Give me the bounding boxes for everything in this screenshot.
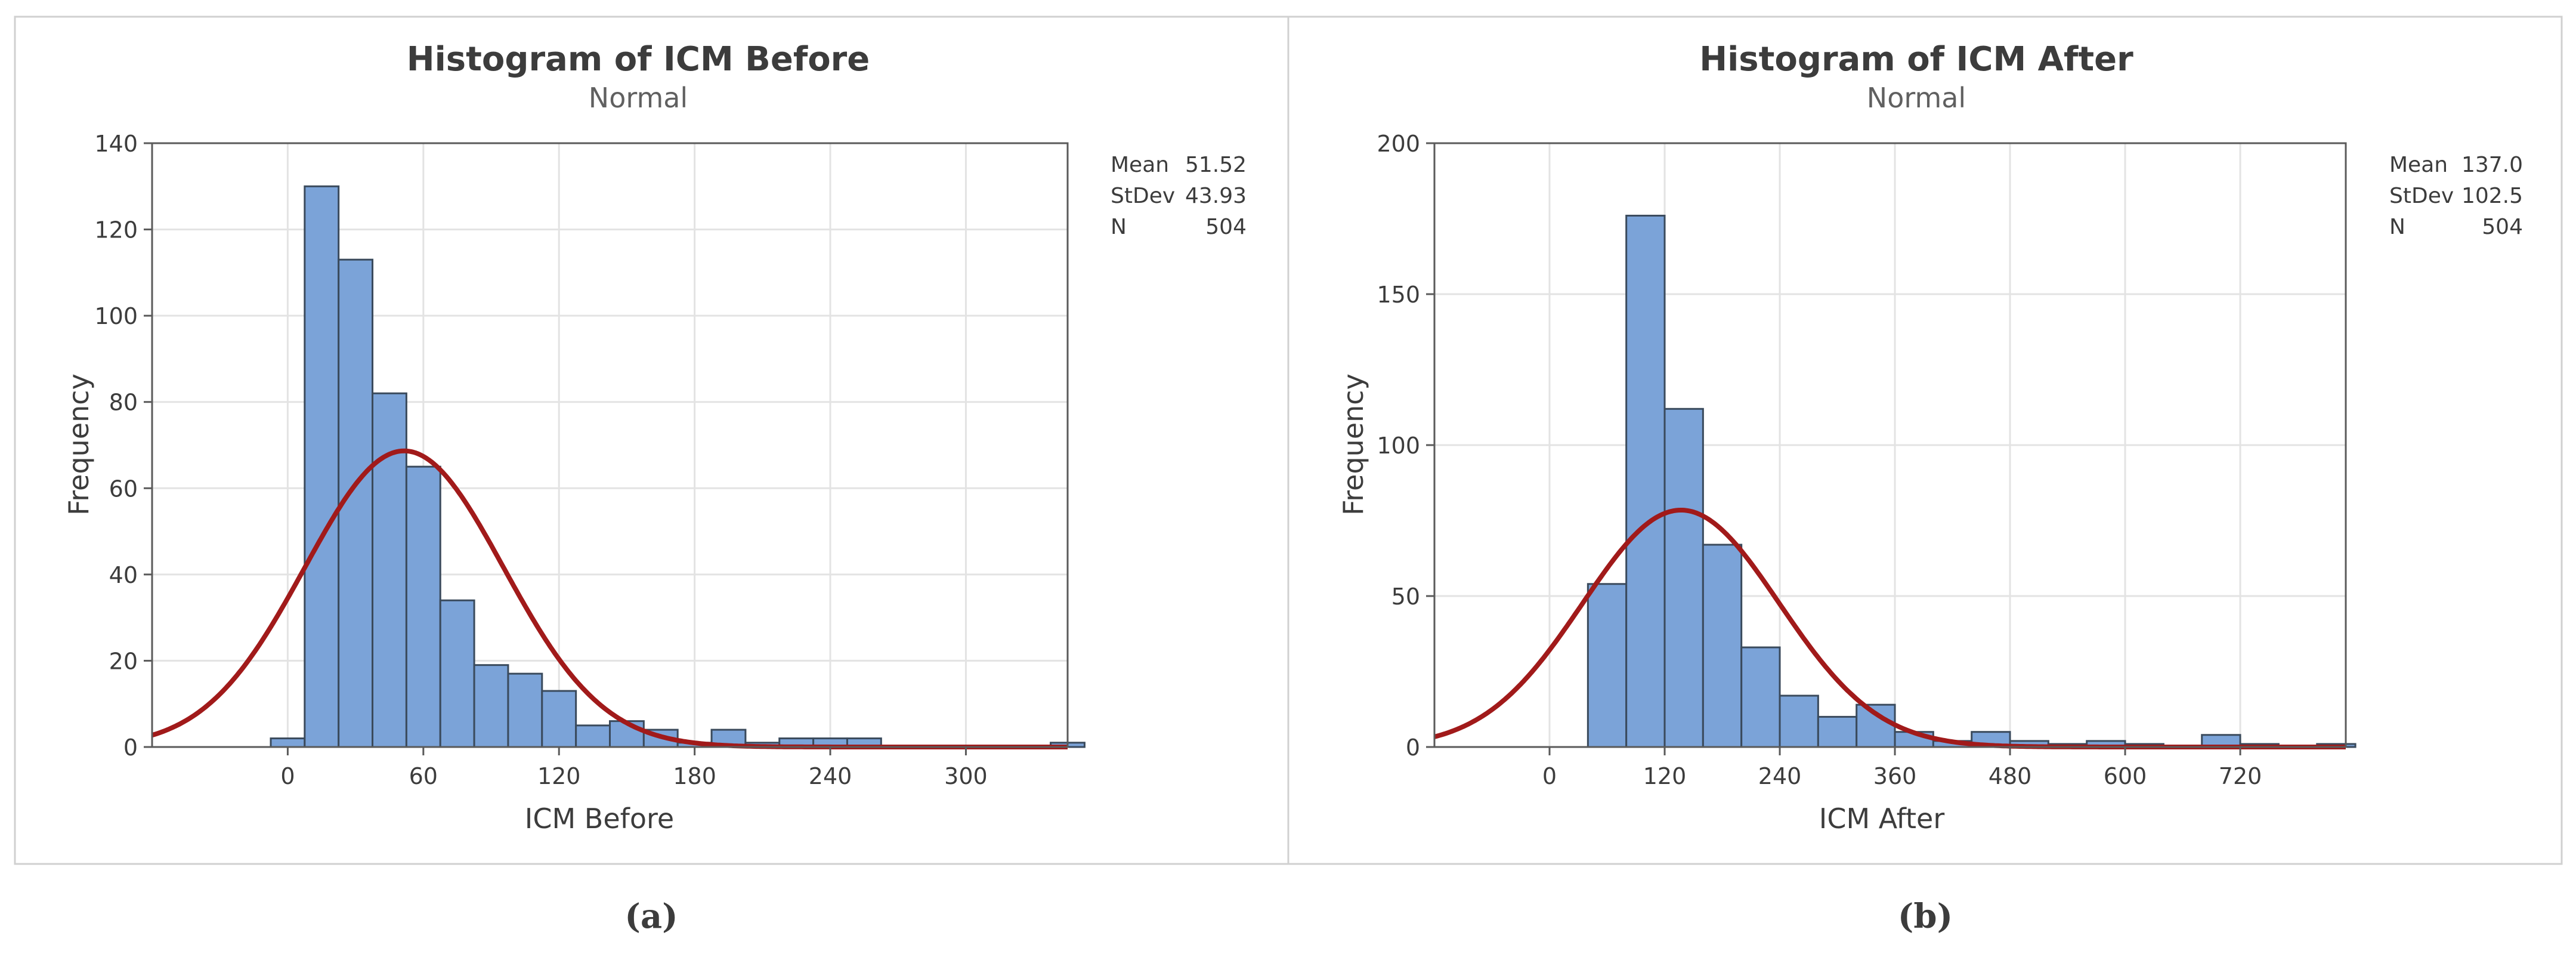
stat-label: N bbox=[2389, 215, 2405, 239]
stat-label: N bbox=[1111, 215, 1127, 239]
chart-subtitle: Normal bbox=[589, 82, 688, 114]
plot-area-b: 0 50 100 150 200 0 120 240 360 480 600 720 bbox=[1377, 131, 2357, 789]
caption-a: (a) bbox=[624, 897, 678, 936]
y-tick-label: 0 bbox=[1406, 734, 1420, 761]
y-tick-label: 140 bbox=[94, 131, 138, 157]
stat-value: 504 bbox=[2482, 215, 2523, 239]
x-axis-label: ICM Before bbox=[525, 802, 674, 835]
histogram-bar bbox=[1779, 694, 1819, 748]
y-tick-label: 0 bbox=[123, 734, 138, 761]
stat-value: 137.0 bbox=[2461, 153, 2523, 177]
histogram-bar bbox=[304, 185, 340, 748]
stat-label: StDev bbox=[1111, 184, 1175, 208]
histogram-bar bbox=[473, 664, 509, 748]
plot-frame bbox=[151, 142, 1069, 748]
stat-value: 504 bbox=[1205, 215, 1247, 239]
stat-label: StDev bbox=[2389, 184, 2454, 208]
x-tick-label: 240 bbox=[809, 763, 852, 789]
stat-label: Mean bbox=[1111, 153, 1169, 177]
x-tick-label: 240 bbox=[1758, 763, 1802, 789]
histogram-bar bbox=[405, 465, 441, 748]
histogram-bar bbox=[1663, 408, 1704, 748]
chart-subtitle: Normal bbox=[1867, 82, 1966, 114]
histogram-bar bbox=[270, 737, 306, 748]
histogram-bar bbox=[1702, 544, 1743, 748]
histogram-icm-before: Histogram of ICM Before Normal 0 20 40 60 80… bbox=[63, 40, 1247, 835]
histogram-bar bbox=[439, 599, 475, 748]
y-tick-label: 60 bbox=[109, 476, 138, 502]
stat-value: 43.93 bbox=[1185, 184, 1247, 208]
y-tick-label: 150 bbox=[1377, 282, 1420, 308]
stat-label: Mean bbox=[2389, 153, 2448, 177]
y-tick-label: 50 bbox=[1391, 584, 1420, 610]
x-tick-label: 0 bbox=[280, 763, 295, 789]
histogram-bar bbox=[575, 724, 611, 748]
y-axis-label: Frequency bbox=[1337, 373, 1369, 516]
histogram-bar bbox=[1625, 214, 1666, 748]
x-tick-label: 720 bbox=[2219, 763, 2262, 789]
panel-a-frame bbox=[14, 16, 1289, 865]
chart-title: Histogram of ICM Before bbox=[407, 40, 870, 79]
y-tick-label: 100 bbox=[94, 303, 138, 329]
y-axis-label: Frequency bbox=[63, 373, 95, 516]
histogram-bar bbox=[541, 690, 577, 748]
chart-title: Histogram of ICM After bbox=[1699, 40, 2133, 79]
x-tick-label: 60 bbox=[409, 763, 438, 789]
caption-b: (b) bbox=[1898, 897, 1953, 936]
y-tick-label: 120 bbox=[94, 217, 138, 243]
x-tick-label: 0 bbox=[1542, 763, 1557, 789]
x-axis-label: ICM After bbox=[1819, 802, 1945, 835]
histogram-bar bbox=[372, 392, 407, 748]
y-tick-label: 200 bbox=[1377, 131, 1420, 157]
histogram-bar bbox=[1817, 715, 1858, 748]
x-tick-label: 300 bbox=[944, 763, 988, 789]
y-tick-label: 100 bbox=[1377, 433, 1420, 459]
histogram-bar bbox=[1740, 646, 1781, 748]
stat-value: 51.52 bbox=[1185, 153, 1247, 177]
x-tick-label: 180 bbox=[673, 763, 716, 789]
histogram-bar bbox=[507, 672, 543, 748]
y-tick-label: 80 bbox=[109, 390, 138, 416]
x-tick-label: 600 bbox=[2104, 763, 2147, 789]
x-tick-label: 120 bbox=[1643, 763, 1687, 789]
histogram-icm-after: Histogram of ICM After Normal 0 50 100 150 2… bbox=[1337, 40, 2523, 835]
x-tick-label: 480 bbox=[1989, 763, 2032, 789]
panel-b-frame bbox=[1287, 16, 2563, 865]
y-tick-label: 40 bbox=[109, 562, 138, 588]
stats-box-b: Mean 137.0 StDev 102.5 N 504 bbox=[2389, 153, 2523, 239]
stat-value: 102.5 bbox=[2461, 184, 2523, 208]
x-tick-label: 360 bbox=[1873, 763, 1917, 789]
x-tick-label: 120 bbox=[537, 763, 581, 789]
y-tick-label: 20 bbox=[109, 648, 138, 674]
plot-area-a: 0 20 40 60 80 100 120 140 0 60 120 180 240 300 bbox=[94, 131, 1086, 789]
stats-box-a: Mean 51.52 StDev 43.93 N 504 bbox=[1111, 153, 1247, 239]
histogram-bar bbox=[1587, 583, 1628, 748]
